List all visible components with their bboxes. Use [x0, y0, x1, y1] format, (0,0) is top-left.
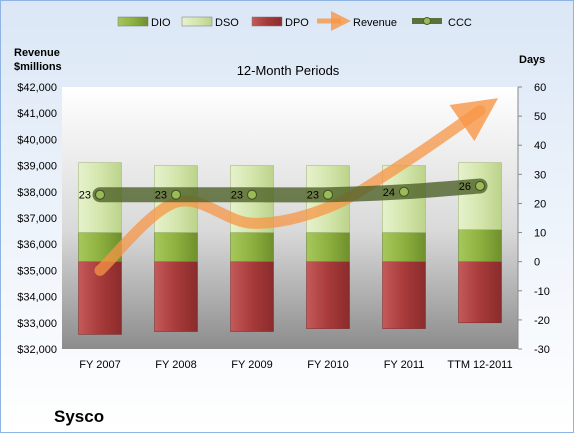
right-tick-label: 50	[534, 111, 546, 123]
category-label: FY 2010	[307, 359, 348, 371]
left-tick-label: $38,000	[17, 187, 57, 199]
category-label: TTM 12-2011	[447, 359, 512, 371]
left-tick-label: $35,000	[17, 265, 57, 277]
category-label: FY 2009	[231, 359, 272, 371]
right-tick-label: 0	[534, 257, 540, 269]
left-tick-label: $34,000	[17, 292, 57, 304]
legend-label-dio: DIO	[151, 17, 171, 29]
bar-dio	[230, 232, 274, 262]
ccc-data-label: 23	[307, 190, 319, 202]
legend-swatch-dso	[181, 16, 213, 27]
lines: 23 23 23 23 24 26	[79, 98, 499, 276]
left-axis-title-line2: $millions	[14, 61, 62, 73]
category-axis: FY 2007 FY 2008 FY 2009 FY 2010 FY 2011 TTM 1…	[79, 359, 512, 371]
bars	[78, 162, 502, 335]
legend-swatch-dpo	[251, 16, 283, 27]
ccc-data-label: 24	[383, 187, 395, 199]
right-tick-label: 60	[534, 82, 546, 94]
ccc-line	[92, 178, 488, 203]
right-tick-label: -20	[534, 315, 550, 327]
bar-dio	[154, 232, 198, 262]
category-label: FY 2011	[384, 359, 425, 371]
bar-dso	[458, 162, 502, 230]
bar-dpo	[306, 261, 350, 329]
bar-dpo	[230, 261, 274, 332]
right-axis: -30 -20 -10 0 10 20 30 40 50 60	[517, 82, 550, 356]
bar-dio	[458, 229, 502, 262]
legend: DIO DSO DPO Revenue CCC	[117, 11, 472, 31]
ccc-point	[399, 186, 409, 197]
ccc-data-label: 23	[231, 190, 243, 202]
ccc-point	[247, 189, 257, 200]
left-tick-label: $40,000	[17, 134, 57, 146]
right-tick-label: 20	[534, 198, 546, 210]
left-tick-label: $41,000	[17, 108, 57, 120]
left-tick-label: $39,000	[17, 161, 57, 173]
category-label: FY 2008	[155, 359, 196, 371]
left-tick-label: $37,000	[17, 213, 57, 225]
left-axis: $32,000 $33,000 $34,000 $35,000 $36,000 $37,0…	[17, 82, 57, 356]
legend-marker-ccc	[423, 17, 431, 25]
ccc-point	[171, 189, 181, 200]
chart-title: 12-Month Periods	[237, 63, 340, 78]
ccc-point	[95, 189, 105, 200]
revenue-line	[94, 98, 499, 276]
right-tick-label: -10	[534, 286, 550, 298]
ccc-point	[323, 189, 333, 200]
left-tick-label: $36,000	[17, 239, 57, 251]
ccc-data-label: 26	[459, 181, 471, 193]
right-tick-label: 30	[534, 169, 546, 181]
legend-label-revenue: Revenue	[353, 17, 397, 29]
bar-dpo	[382, 261, 426, 329]
legend-swatch-dio	[117, 16, 149, 27]
legend-label-dso: DSO	[215, 17, 239, 29]
bar-dio	[382, 232, 426, 262]
bar-dio	[306, 232, 350, 262]
left-axis-title-line1: Revenue	[14, 47, 60, 59]
legend-label-dpo: DPO	[285, 17, 309, 29]
right-axis-title: Days	[519, 54, 545, 66]
category-label: FY 2007	[79, 359, 120, 371]
bar-dpo	[458, 261, 502, 324]
bar-dpo	[154, 261, 198, 332]
ccc-point	[475, 180, 485, 191]
left-tick-label: $33,000	[17, 318, 57, 330]
right-tick-label: 10	[534, 228, 546, 240]
right-tick-label: 40	[534, 140, 546, 152]
left-tick-label: $42,000	[17, 82, 57, 94]
right-tick-label: -30	[534, 344, 550, 356]
company-name: Sysco	[54, 407, 104, 426]
legend-label-ccc: CCC	[448, 17, 472, 29]
left-tick-label: $32,000	[17, 344, 57, 356]
ccc-data-label: 23	[79, 190, 91, 202]
ccc-data-label: 23	[155, 190, 167, 202]
